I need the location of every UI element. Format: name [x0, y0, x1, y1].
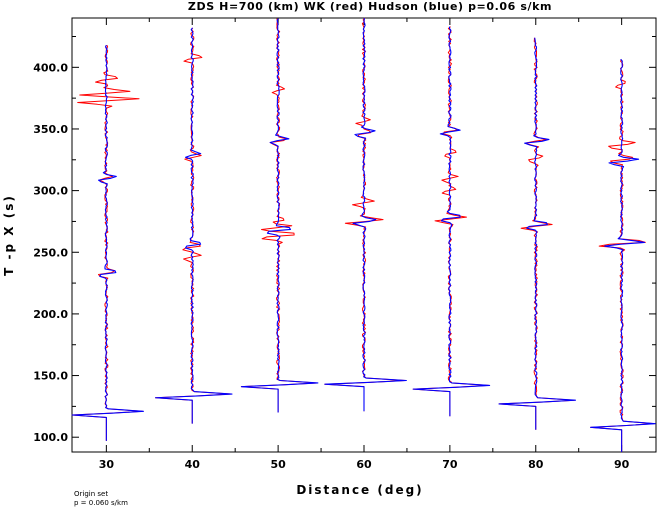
x-tick-label: 60: [356, 458, 372, 471]
trace-group: [71, 17, 656, 452]
x-tick-labels: 30 40 50 60 70 80 90: [99, 458, 630, 471]
trace-30-deg: [71, 44, 144, 441]
trace-50-deg: [240, 18, 319, 413]
trace-40-deg: [154, 27, 233, 424]
x-tick-label: 40: [185, 458, 201, 471]
hudson-trace: [71, 44, 144, 441]
footer-ray-param-note: p = 0.060 s/km: [74, 499, 128, 507]
axis-ticks: [72, 18, 656, 452]
y-tick-label: 100.0: [33, 431, 68, 444]
y-tick-label: 350.0: [33, 123, 68, 136]
x-tick-label: 80: [528, 458, 544, 471]
footer-origin-note: Origin set: [74, 490, 108, 498]
hudson-trace: [154, 27, 233, 424]
trace-60-deg: [324, 17, 407, 412]
y-tick-labels: 100.0 150.0 200.0 250.0 300.0 350.0 400.0: [33, 61, 68, 444]
hudson-trace: [590, 58, 656, 452]
y-tick-label: 300.0: [33, 185, 68, 198]
trace-70-deg: [412, 26, 491, 417]
y-tick-label: 200.0: [33, 308, 68, 321]
hudson-trace: [498, 37, 577, 430]
x-tick-label: 30: [99, 458, 115, 471]
x-tick-label: 70: [442, 458, 458, 471]
chart-title: ZDS H=700 (km) WK (red) Hudson (blue) p=…: [188, 0, 552, 13]
hudson-trace: [324, 17, 407, 412]
wk-trace: [498, 37, 575, 430]
y-tick-label: 150.0: [33, 370, 68, 383]
hudson-trace: [240, 18, 319, 413]
x-tick-label: 50: [270, 458, 286, 471]
y-tick-label: 250.0: [33, 246, 68, 259]
hudson-trace: [412, 26, 491, 417]
x-tick-label: 90: [614, 458, 630, 471]
trace-80-deg: [498, 37, 577, 430]
wk-trace: [412, 26, 490, 417]
y-axis-label: T -p X (s): [2, 194, 16, 276]
x-axis-label: Distance (deg): [296, 483, 423, 497]
y-tick-label: 400.0: [33, 61, 68, 74]
trace-90-deg: [590, 58, 656, 452]
